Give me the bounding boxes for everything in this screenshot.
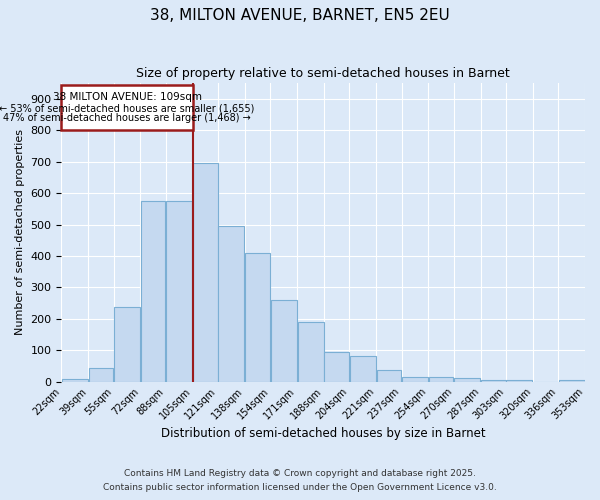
Text: Contains public sector information licensed under the Open Government Licence v3: Contains public sector information licen… — [103, 484, 497, 492]
Bar — [141, 201, 166, 382]
Bar — [454, 378, 480, 382]
Text: 38, MILTON AVENUE, BARNET, EN5 2EU: 38, MILTON AVENUE, BARNET, EN5 2EU — [150, 8, 450, 22]
Bar — [481, 380, 506, 382]
Bar — [218, 226, 244, 382]
Bar — [377, 370, 401, 382]
Bar — [193, 163, 218, 382]
Bar — [114, 307, 140, 382]
Bar — [325, 352, 349, 382]
Y-axis label: Number of semi-detached properties: Number of semi-detached properties — [15, 130, 25, 336]
Bar — [245, 253, 270, 382]
Bar — [506, 380, 532, 382]
FancyBboxPatch shape — [61, 84, 193, 130]
Text: 47% of semi-detached houses are larger (1,468) →: 47% of semi-detached houses are larger (… — [3, 113, 251, 123]
Text: Contains HM Land Registry data © Crown copyright and database right 2025.: Contains HM Land Registry data © Crown c… — [124, 468, 476, 477]
Text: ← 53% of semi-detached houses are smaller (1,655): ← 53% of semi-detached houses are smalle… — [0, 104, 255, 114]
Bar — [271, 300, 296, 382]
Bar — [350, 356, 376, 382]
Bar — [62, 379, 88, 382]
X-axis label: Distribution of semi-detached houses by size in Barnet: Distribution of semi-detached houses by … — [161, 427, 485, 440]
Bar — [89, 368, 113, 382]
Bar — [298, 322, 323, 382]
Title: Size of property relative to semi-detached houses in Barnet: Size of property relative to semi-detach… — [136, 68, 510, 80]
Text: 38 MILTON AVENUE: 109sqm: 38 MILTON AVENUE: 109sqm — [53, 92, 202, 102]
Bar — [402, 376, 428, 382]
Bar — [429, 376, 454, 382]
Bar — [559, 380, 584, 382]
Bar — [166, 201, 192, 382]
